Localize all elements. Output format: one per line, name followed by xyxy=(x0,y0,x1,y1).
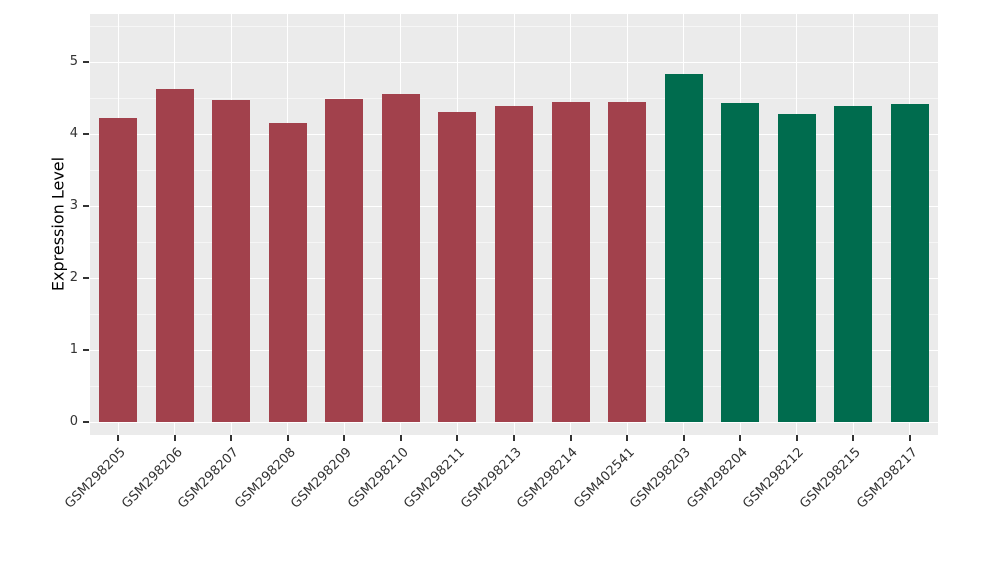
bar xyxy=(212,100,251,422)
x-tick-mark xyxy=(795,435,798,441)
bar xyxy=(551,101,590,422)
x-tick-mark xyxy=(456,435,459,441)
y-tick-label: 3 xyxy=(69,198,78,213)
x-tick-mark xyxy=(343,435,346,441)
y-tick-mark xyxy=(83,205,89,207)
bar xyxy=(381,94,420,422)
y-tick-mark xyxy=(83,421,89,423)
x-tick-mark xyxy=(286,435,289,441)
y-tick-label: 0 xyxy=(69,414,78,429)
x-tick-mark xyxy=(908,435,911,441)
bar xyxy=(438,111,477,422)
x-tick-mark xyxy=(852,435,855,441)
bar xyxy=(325,99,364,422)
y-tick-label: 5 xyxy=(69,54,78,69)
x-tick-mark xyxy=(399,435,402,441)
bar xyxy=(268,123,307,422)
x-tick-label: GSM298215 xyxy=(797,445,864,512)
y-tick-label: 2 xyxy=(69,270,78,285)
bar xyxy=(495,105,533,422)
bar xyxy=(664,74,703,422)
y-tick-mark xyxy=(83,277,89,279)
bar xyxy=(890,104,929,422)
y-tick-mark xyxy=(83,133,89,135)
x-tick-mark xyxy=(173,435,176,441)
x-tick-mark xyxy=(117,435,120,441)
y-tick-label: 4 xyxy=(69,126,78,141)
y-tick-mark xyxy=(83,61,89,63)
bar xyxy=(834,105,873,422)
x-tick-mark xyxy=(682,435,685,441)
x-tick-mark xyxy=(739,435,742,441)
x-tick-mark xyxy=(230,435,233,441)
x-tick-mark xyxy=(569,435,572,441)
bar xyxy=(608,102,647,422)
bar xyxy=(721,103,760,422)
bar xyxy=(155,88,194,422)
y-tick-mark xyxy=(83,349,89,351)
x-tick-mark xyxy=(626,435,629,441)
x-tick-mark xyxy=(513,435,515,441)
bar xyxy=(99,118,138,422)
bar xyxy=(777,113,816,422)
y-tick-label: 1 xyxy=(69,342,78,357)
plot-panel xyxy=(90,14,938,435)
